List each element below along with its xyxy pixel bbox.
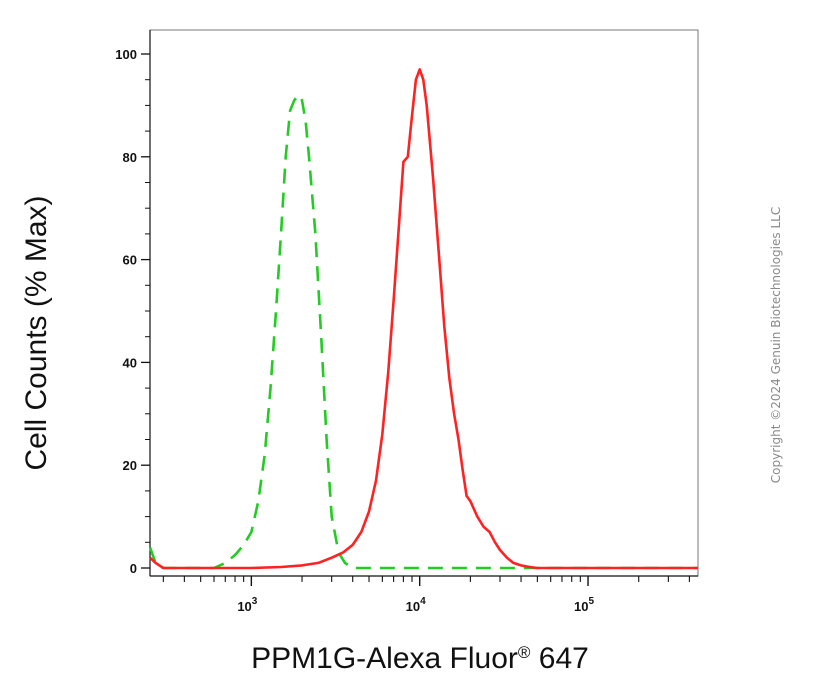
y-axis-label: Cell Counts (% Max) (20, 195, 53, 470)
y-tick-label: 60 (123, 253, 137, 268)
x-axis-ticks: 103 104 105 (162, 576, 690, 614)
y-tick-label: 40 (123, 355, 137, 370)
y-axis-ticks: 0 20 40 60 80 100 (115, 47, 150, 576)
copyright-notice: Copyright ©2024 Genuin Biotechnologies L… (769, 207, 783, 483)
y-tick-label: 80 (123, 150, 137, 165)
plot-frame (149, 29, 699, 577)
dashed-series-line (148, 93, 698, 570)
x-tick-label: 104 (406, 596, 426, 614)
x-axis-label-suffix: 647 (530, 642, 588, 675)
y-tick-label: 100 (115, 47, 137, 62)
solid-series-line (149, 68, 698, 570)
series-layer (148, 68, 698, 570)
x-tick-label: 103 (237, 596, 257, 614)
x-axis-label-main: PPM1G-Alexa Fluor (251, 642, 518, 675)
y-tick-label: 20 (123, 458, 137, 473)
x-axis-label: PPM1G-Alexa Fluor® 647 (251, 642, 589, 675)
x-tick-label: 105 (574, 596, 594, 614)
y-tick-label: 0 (130, 561, 137, 576)
x-axis-label-superscript: ® (518, 643, 531, 662)
